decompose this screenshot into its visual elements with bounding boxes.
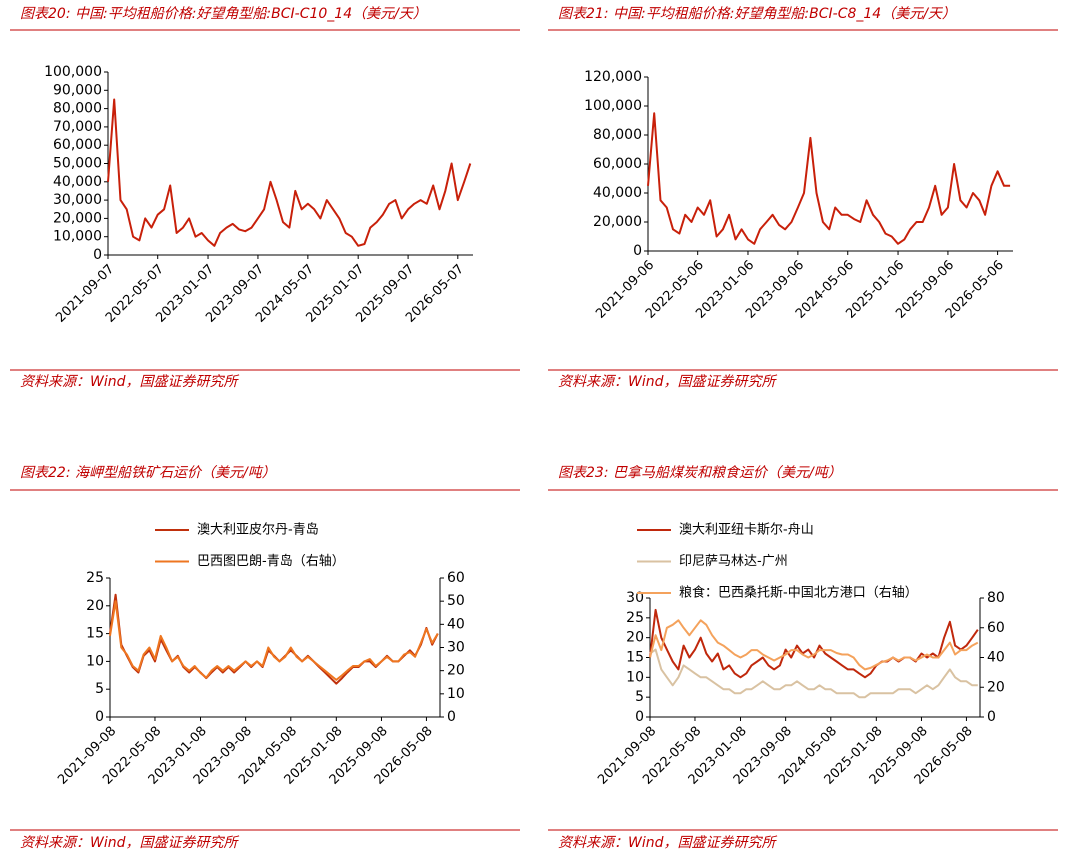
y2-tick-label: 30 [447,640,465,656]
y-tick-label: 0 [95,709,104,725]
y2-tick-label: 20 [987,679,1005,695]
y2-tick-label: 60 [987,620,1005,636]
y2-tick-label: 20 [447,663,465,679]
y-tick-label: 20,000 [593,214,642,230]
y-tick-label: 80,000 [593,127,642,143]
source-note: 资料来源：Wind，国盛证券研究所 [558,374,777,390]
y2-tick-label: 40 [987,650,1005,666]
series-line [649,648,978,699]
y-tick-label: 100,000 [44,64,102,80]
y-tick-label: 120,000 [584,69,642,85]
y-tick-label: 10 [86,653,104,669]
y-tick-label: 25 [86,570,104,586]
y2-tick-label: 10 [447,686,465,702]
y-tick-label: 80,000 [53,101,102,117]
y-tick-label: 15 [86,626,104,642]
series-line [649,608,979,679]
y2-tick-label: 0 [447,709,456,725]
y-tick-label: 50,000 [53,156,102,172]
source-note: 资料来源：Wind，国盛证券研究所 [20,835,239,851]
y2-tick-label: 60 [447,570,465,586]
chart-title: 图表22: 海岬型船铁矿石运价（美元/吨） [20,465,276,481]
y-tick-label: 60,000 [53,137,102,153]
y-tick-label: 10,000 [53,229,102,245]
series-line [649,619,979,671]
series-line [647,112,1011,245]
y-tick-label: 10 [626,669,644,685]
y-tick-label: 90,000 [53,82,102,98]
chart-title: 图表20: 中国:平均租船价格:好望角型船:BCI-C10_14（美元/天） [20,6,427,22]
y2-tick-label: 50 [447,593,465,609]
y-tick-label: 5 [635,689,644,705]
y-tick-label: 0 [633,243,642,259]
y-tick-label: 40,000 [53,174,102,190]
y2-tick-label: 80 [987,590,1005,606]
y-tick-label: 100,000 [584,98,642,114]
legend-label: 澳大利亚纽卡斯尔-舟山 [679,522,814,538]
y-tick-label: 40,000 [593,185,642,201]
y-tick-label: 25 [626,610,644,626]
legend-label: 巴西图巴朗-青岛（右轴） [197,553,345,569]
legend-label: 印尼萨马林达-广州 [679,554,788,569]
chart-title: 图表23: 巴拿马船煤炭和粮食运价（美元/吨） [558,464,842,481]
series-line [109,600,439,681]
y-tick-label: 70,000 [53,119,102,135]
y-tick-label: 15 [626,650,644,666]
y-tick-label: 5 [95,681,104,697]
legend-label: 粮食：巴西桑托斯-中国北方港口（右轴） [679,585,918,601]
y2-tick-label: 0 [987,709,996,725]
y-tick-label: 20 [86,598,104,614]
y-tick-label: 20,000 [53,210,102,226]
y-tick-label: 0 [93,247,102,263]
chart-title: 图表21: 中国:平均租船价格:好望角型船:BCI-C8_14（美元/天） [558,6,956,22]
y2-tick-label: 40 [447,616,465,632]
y-tick-label: 20 [626,630,644,646]
legend-label: 澳大利亚皮尔丹-青岛 [197,522,319,538]
source-note: 资料来源：Wind，国盛证券研究所 [20,374,239,390]
series-line [107,98,472,247]
source-note: 资料来源：Wind，国盛证券研究所 [558,835,777,851]
y-tick-label: 60,000 [593,156,642,172]
y-tick-label: 30,000 [53,192,102,208]
y-tick-label: 0 [635,709,644,725]
